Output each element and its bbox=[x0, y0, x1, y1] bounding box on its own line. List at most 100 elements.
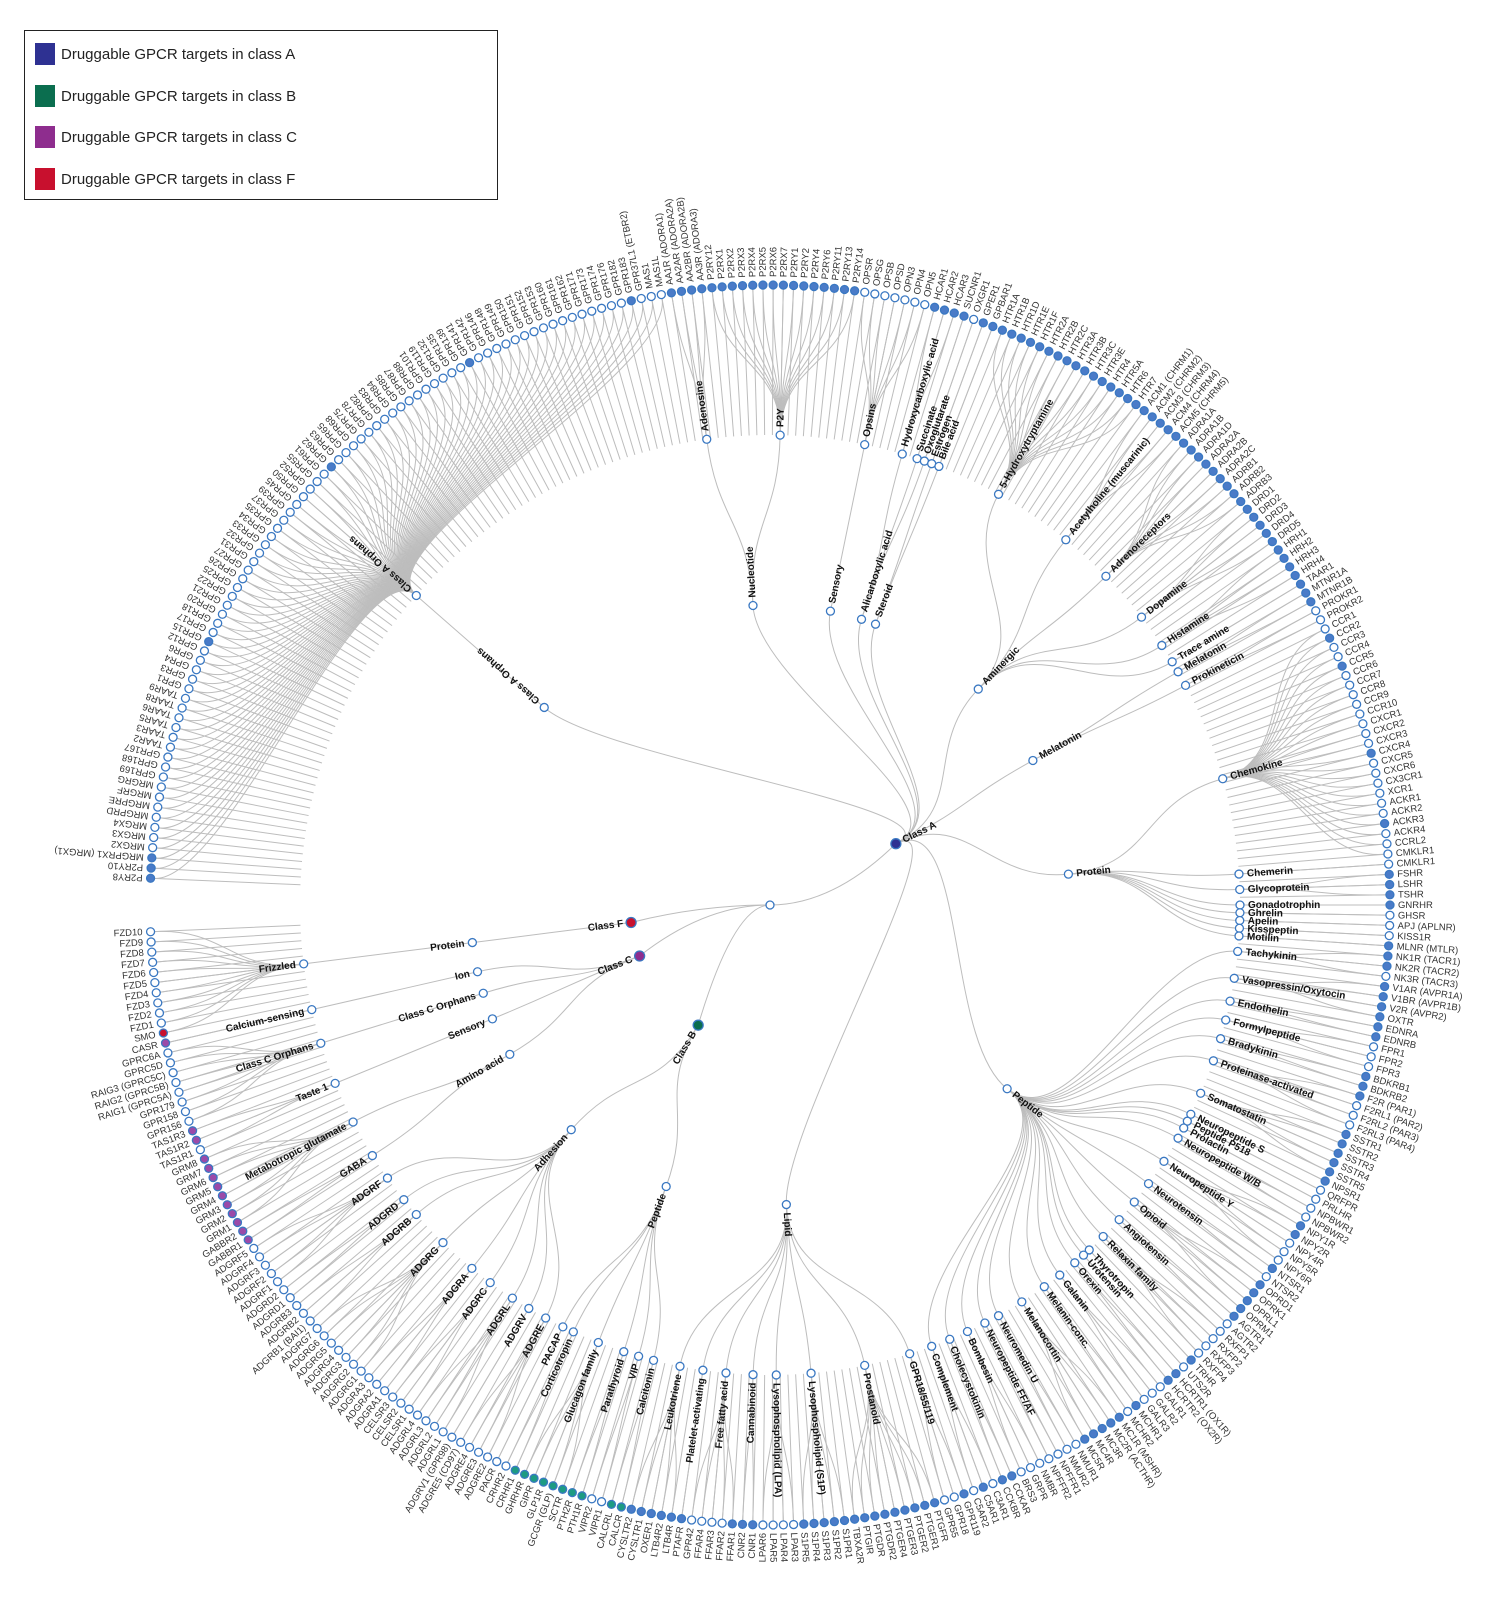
tree-link bbox=[1032, 684, 1186, 761]
family-node-motilin bbox=[1234, 931, 1244, 941]
leaf-node-acm1-chrm1 bbox=[1139, 405, 1149, 416]
leaf-label-p2rx5: P2RX5 bbox=[758, 247, 769, 277]
tree-link bbox=[977, 539, 1067, 690]
family-node-adrenoreceptors bbox=[1101, 571, 1111, 581]
family-node-neurotensin bbox=[1143, 1178, 1154, 1189]
leaf-node-ltb4r bbox=[666, 1512, 677, 1522]
family-node-neuromedin-u bbox=[993, 1311, 1004, 1321]
leaf-label-fzd4: FZD4 bbox=[124, 989, 149, 1003]
leaf-node-p2ry13 bbox=[839, 284, 850, 295]
leaf-node-gpr141 bbox=[464, 357, 475, 368]
tree-link bbox=[352, 1053, 511, 1123]
leaf-node-ptger2 bbox=[910, 1503, 920, 1513]
leaf-node-p2rx2 bbox=[727, 281, 737, 291]
tree-link bbox=[159, 986, 308, 1014]
leaf-node-acm2-chrm2 bbox=[1147, 412, 1157, 422]
leaf-node-htr3b bbox=[1080, 366, 1090, 376]
leaf-label-ackr1: ACKR1 bbox=[1389, 792, 1422, 808]
tree-link bbox=[509, 955, 640, 1055]
family-node-gaba bbox=[367, 1150, 378, 1161]
leaf-node-uts2r bbox=[1178, 1362, 1189, 1372]
tree-link bbox=[1040, 398, 1129, 522]
tree-link bbox=[1088, 449, 1192, 561]
leaf-node-ptafr bbox=[676, 1514, 687, 1524]
leaf-label-p2rx3: P2RX3 bbox=[736, 247, 748, 278]
tree-link bbox=[217, 622, 352, 692]
leaf-label-p2ry11: P2RY11 bbox=[830, 246, 845, 281]
leaf-node-glp1r bbox=[538, 1477, 549, 1487]
leaf-node-drd3 bbox=[1255, 520, 1265, 530]
tree-link bbox=[1161, 577, 1293, 646]
tree-link bbox=[1177, 603, 1308, 673]
group-label-nucleotide: Nucleotide bbox=[745, 546, 759, 598]
leaf-node-gpr160 bbox=[548, 319, 558, 329]
tree-link bbox=[752, 285, 758, 436]
family-node-galanin bbox=[1055, 1270, 1065, 1280]
tree-link bbox=[916, 319, 964, 459]
leaf-label-apj-aplnr: APJ (APLNR) bbox=[1397, 921, 1455, 934]
tree-link bbox=[998, 407, 1135, 495]
tree-link bbox=[163, 1001, 311, 1034]
leaf-node-ptger3 bbox=[900, 1505, 910, 1515]
tree-link bbox=[1225, 1019, 1365, 1067]
leaf-node-aa3r-adora3 bbox=[697, 284, 707, 294]
tree-link bbox=[1222, 775, 1384, 855]
tree-link bbox=[923, 323, 973, 462]
group-node-lipid bbox=[781, 1199, 792, 1210]
tree-link bbox=[977, 616, 1142, 690]
leaf-node-sstr4 bbox=[1329, 1157, 1339, 1168]
tree-link bbox=[945, 330, 1003, 470]
leaf-node-gpr176 bbox=[606, 300, 617, 311]
leaf-node-ednra bbox=[1373, 1022, 1383, 1032]
leaf-label-p2ry12: P2RY12 bbox=[703, 244, 717, 280]
tree-link bbox=[1190, 1113, 1322, 1180]
family-node-class-c-orphans bbox=[316, 1038, 326, 1048]
leaf-node-hcar1 bbox=[930, 302, 940, 312]
family-node-leukotriene bbox=[675, 1361, 685, 1371]
leaf-node-mrgx3 bbox=[149, 832, 159, 843]
tree-link bbox=[152, 847, 303, 863]
leaf-node-adra1d bbox=[1193, 452, 1204, 462]
leaf-node-adrb1 bbox=[1222, 481, 1232, 491]
leaf-node-adgra2 bbox=[372, 1379, 382, 1389]
family-node-orexin bbox=[1070, 1258, 1080, 1268]
legend-swatch-class-b bbox=[35, 85, 55, 107]
leaf-node-mtnr1b bbox=[1306, 597, 1316, 607]
tree-link bbox=[998, 1315, 1066, 1446]
leaf-node-galr1 bbox=[1155, 1382, 1165, 1392]
group-node-peptide bbox=[661, 1181, 671, 1192]
tree-link bbox=[360, 438, 461, 553]
leaf-node-grm6 bbox=[208, 1172, 218, 1183]
leaf-node-p2ry4 bbox=[809, 281, 819, 292]
leaf-node-ccr3 bbox=[1329, 642, 1339, 653]
tree-link bbox=[492, 955, 640, 1020]
tree-link bbox=[1194, 637, 1330, 704]
leaf-node-f2r-par1 bbox=[1355, 1091, 1365, 1101]
class-label-class-c: Class C bbox=[596, 954, 634, 978]
tree-link bbox=[154, 826, 304, 847]
family-node-neuropeptide-ff-af bbox=[980, 1318, 990, 1328]
leaf-node-htr5a bbox=[1114, 388, 1124, 398]
family-node-adgrd bbox=[399, 1195, 409, 1205]
leaf-node-acm4-chrm4 bbox=[1163, 425, 1173, 435]
tree-link bbox=[977, 1088, 1028, 1324]
group-node-class-a-orphans bbox=[539, 702, 549, 713]
family-node-adgrb bbox=[411, 1209, 421, 1220]
leaf-node-adgra3 bbox=[364, 1373, 374, 1383]
tree-link bbox=[1133, 1201, 1239, 1307]
leaf-node-tas1r2 bbox=[191, 1135, 202, 1145]
family-node-melatonin bbox=[1173, 667, 1183, 677]
group-node-sensory bbox=[825, 606, 836, 616]
leaf-label-cnr2: CNR2 bbox=[736, 1532, 748, 1558]
tree-link bbox=[150, 877, 301, 886]
tree-link bbox=[507, 1331, 574, 1463]
tree-link bbox=[721, 290, 781, 436]
group-label-class-a-orphans: Class A Orphans bbox=[475, 645, 543, 706]
leaf-node-htr6 bbox=[1123, 393, 1133, 404]
leaf-node-grpr bbox=[1025, 1462, 1036, 1473]
family-node-cholecystokinin bbox=[945, 1334, 955, 1344]
tree-link bbox=[345, 452, 449, 563]
family-node-bile-acid bbox=[934, 461, 944, 472]
leaf-node-npy2r bbox=[1290, 1229, 1300, 1240]
